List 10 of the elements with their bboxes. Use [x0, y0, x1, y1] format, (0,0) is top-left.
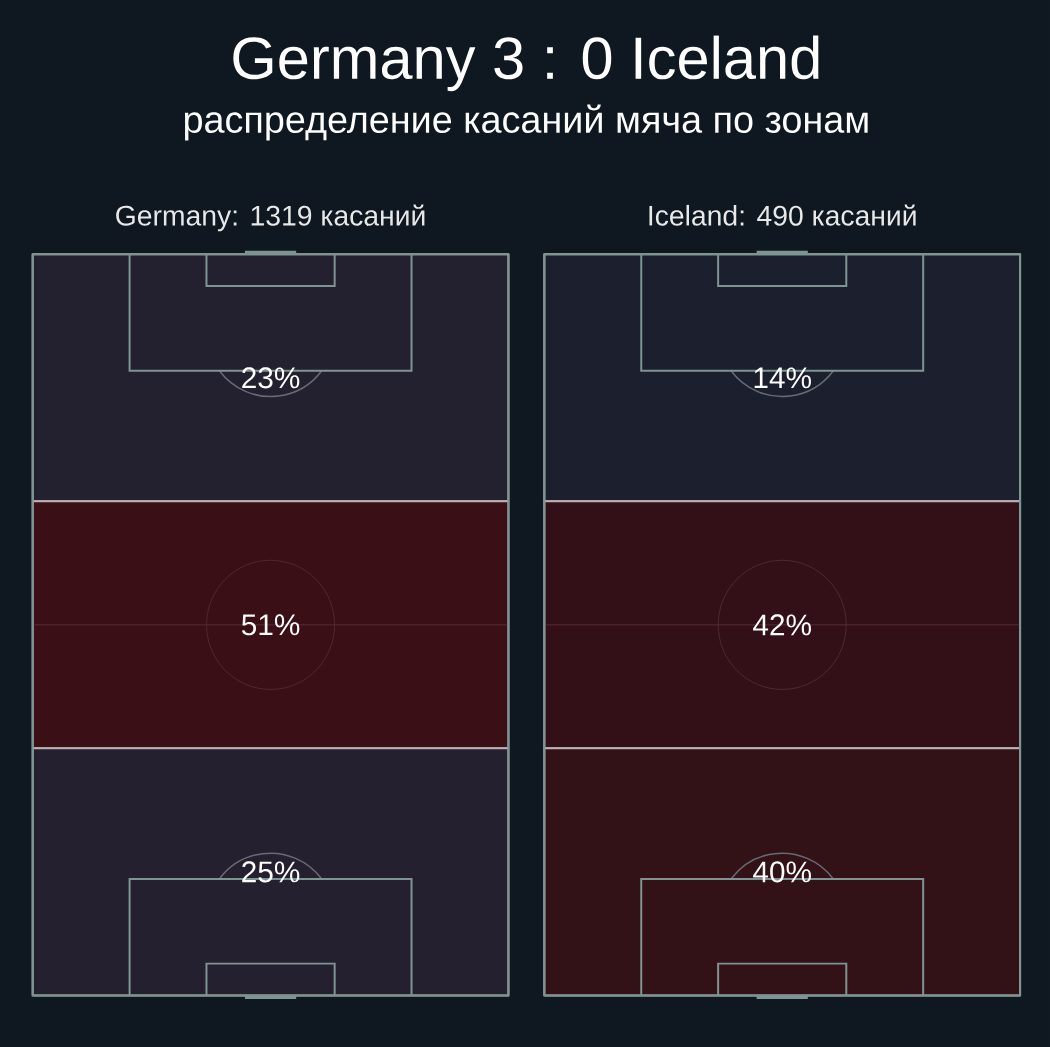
- text: распределение касаний мяча по зонам: [184, 104, 868, 141]
- text: Germany 3 : 0 Iceland: [233, 35, 819, 92]
- data-label: 51%: [241, 614, 300, 636]
- text: Germany: 1319 касаний: [116, 204, 425, 232]
- data-label: 25%: [242, 861, 300, 883]
- data-label: 42%: [753, 614, 811, 636]
- data-label: 14%: [754, 367, 811, 389]
- data-label: 23%: [242, 367, 300, 389]
- data-label: 40%: [753, 861, 811, 883]
- text: Iceland: 490 касаний: [649, 204, 916, 226]
